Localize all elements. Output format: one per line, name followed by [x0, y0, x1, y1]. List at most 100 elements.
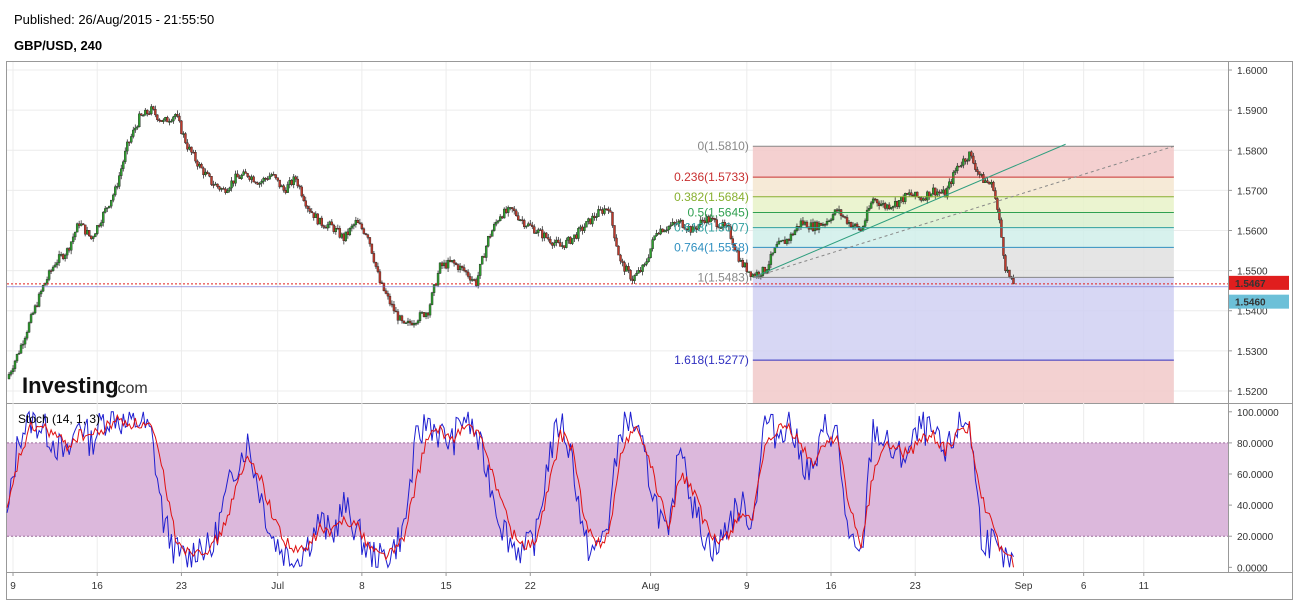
candle-body	[270, 174, 273, 177]
candle-body	[783, 239, 787, 244]
candle-body	[950, 181, 953, 184]
candle-body	[928, 191, 931, 198]
candle-body	[180, 120, 183, 135]
candle-body	[296, 178, 299, 187]
candle-body	[829, 219, 833, 222]
fib-level-label: 0(1.5810)	[697, 139, 748, 153]
time-tick-label: 15	[441, 581, 453, 592]
candle-body	[230, 180, 233, 189]
candle-body	[216, 183, 219, 187]
candle-body	[597, 209, 600, 217]
candle-body	[228, 187, 231, 191]
candle-body	[142, 115, 145, 117]
time-tick-label: 23	[910, 581, 922, 592]
candle-body	[769, 254, 773, 265]
candle-body	[346, 231, 350, 236]
candle-body	[697, 224, 700, 230]
candle-body	[308, 208, 311, 212]
candle-body	[849, 222, 853, 228]
candle-body	[974, 162, 977, 170]
candle-body	[94, 233, 97, 238]
candle-body	[184, 133, 187, 144]
candle-body	[759, 275, 763, 277]
candle-body	[996, 198, 999, 210]
candle-body	[926, 191, 929, 201]
candle-body	[938, 191, 941, 194]
candle-body	[114, 186, 117, 196]
fib-zone	[752, 196, 1174, 213]
candle-body	[803, 221, 807, 225]
candle-body	[320, 217, 323, 226]
candle-body	[432, 284, 436, 293]
candle-body	[164, 117, 167, 121]
candle-body	[254, 181, 257, 184]
candle-body	[324, 226, 327, 229]
candle-body	[509, 207, 512, 209]
candle-body	[394, 310, 398, 313]
candle-body	[434, 284, 438, 286]
candle-body	[1004, 255, 1007, 271]
candle-body	[561, 245, 564, 247]
candle-body	[835, 209, 839, 212]
candle-body	[35, 305, 39, 307]
candle-body	[729, 226, 732, 239]
candle-body	[55, 262, 59, 266]
candle-body	[450, 260, 454, 262]
candle-body	[212, 184, 215, 186]
candle-body	[853, 223, 857, 227]
candle-body	[1008, 269, 1011, 277]
candle-body	[537, 229, 540, 233]
candle-body	[525, 225, 528, 228]
candle-body	[162, 119, 165, 122]
candle-body	[244, 171, 247, 174]
candle-body	[326, 224, 329, 229]
candle-body	[984, 180, 987, 183]
candle-body	[196, 160, 199, 167]
candle-body	[282, 185, 285, 191]
candle-body	[869, 202, 873, 209]
candle-body	[845, 217, 849, 224]
candle-body	[402, 320, 406, 324]
candle-body	[358, 222, 362, 225]
candle-body	[362, 228, 366, 234]
candle-body	[186, 142, 189, 150]
candle-body	[340, 233, 344, 238]
candle-body	[825, 221, 829, 225]
fib-level-label: 1(1.5483)	[697, 270, 748, 284]
candle-body	[458, 265, 462, 270]
candle-body	[374, 261, 378, 267]
time-tick-label: 9	[744, 581, 750, 592]
candle-body	[418, 312, 422, 321]
candle-body	[511, 207, 514, 210]
candle-body	[637, 270, 640, 274]
price-tag-box	[1229, 294, 1289, 309]
candle-body	[932, 187, 935, 195]
candle-body	[629, 269, 632, 280]
candle-body	[276, 177, 279, 181]
stoch-tick-label: 0.0000	[1237, 563, 1268, 574]
price-tick-label: 1.5300	[1237, 347, 1268, 358]
candle-body	[813, 221, 817, 231]
candle-body	[663, 230, 666, 233]
candlestick-series	[7, 104, 1015, 380]
candle-body	[609, 210, 612, 213]
candle-body	[118, 175, 121, 187]
fib-extension-zone	[752, 360, 1174, 403]
time-tick-label: 9	[10, 581, 16, 592]
candle-body	[897, 200, 901, 207]
candle-body	[174, 114, 177, 118]
price-tick-label: 1.5600	[1237, 226, 1268, 237]
candle-body	[595, 216, 598, 218]
candle-body	[122, 161, 125, 169]
candle-body	[611, 211, 614, 226]
price-tick-label: 1.5500	[1237, 267, 1268, 278]
candle-body	[148, 113, 151, 115]
candle-body	[478, 263, 482, 276]
candle-body	[298, 185, 301, 188]
candle-body	[136, 126, 139, 129]
candle-body	[571, 238, 574, 244]
candle-body	[735, 249, 738, 252]
candle-body	[132, 129, 135, 137]
stoch-tick-label: 100.0000	[1237, 408, 1279, 419]
